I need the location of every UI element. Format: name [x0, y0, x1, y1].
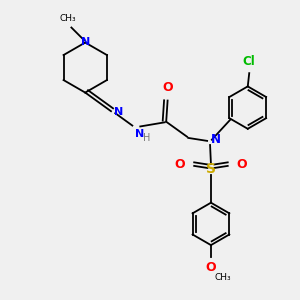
Text: O: O	[206, 261, 216, 274]
Text: CH₃: CH₃	[59, 14, 76, 23]
Text: S: S	[206, 162, 216, 176]
Text: Cl: Cl	[243, 55, 256, 68]
Text: N: N	[81, 37, 90, 47]
Text: CH₃: CH₃	[214, 273, 231, 282]
Text: O: O	[175, 158, 185, 171]
Text: H: H	[143, 133, 151, 143]
Text: N: N	[114, 107, 123, 117]
Text: N: N	[211, 133, 221, 146]
Text: N: N	[135, 128, 145, 139]
Text: O: O	[237, 158, 247, 171]
Text: O: O	[162, 81, 173, 94]
